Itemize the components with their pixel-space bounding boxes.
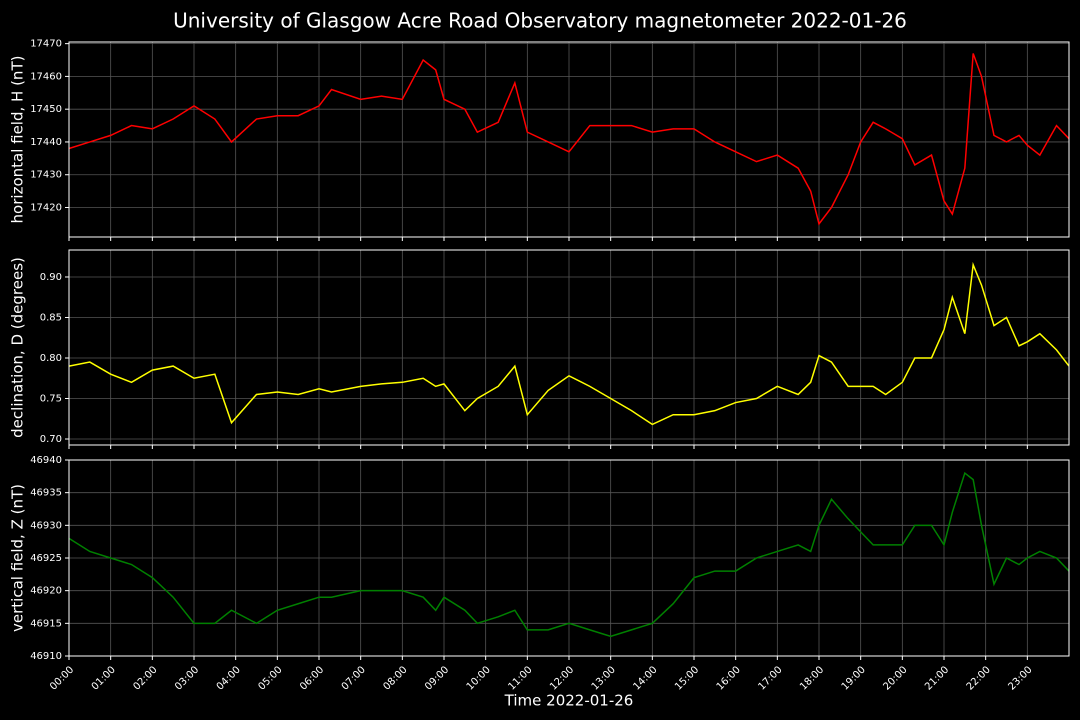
y-tick-label: 46935 bbox=[30, 488, 62, 499]
y-axis-label: horizontal field, H (nT) bbox=[9, 56, 27, 224]
y-tick-label: 46930 bbox=[30, 520, 62, 531]
y-tick-label: 0.85 bbox=[40, 312, 62, 323]
chart-title: University of Glasgow Acre Road Observat… bbox=[173, 9, 907, 33]
y-tick-label: 46920 bbox=[30, 586, 62, 597]
y-tick-label: 46940 bbox=[30, 455, 62, 466]
plot-frame bbox=[68, 459, 1070, 657]
y-tick-label: 17450 bbox=[30, 104, 62, 115]
y-axis-label: declination, D (degrees) bbox=[9, 257, 27, 438]
y-axis-label: vertical field, Z (nT) bbox=[9, 484, 27, 632]
y-tick-label: 46925 bbox=[30, 553, 62, 564]
data-line bbox=[68, 53, 1070, 226]
data-line bbox=[68, 471, 1070, 638]
plot-frame bbox=[68, 249, 1070, 446]
y-tick-label: 0.70 bbox=[40, 434, 62, 445]
y-tick-label: 17430 bbox=[30, 170, 62, 181]
data-line bbox=[68, 261, 1070, 426]
y-tick-label: 0.75 bbox=[40, 393, 62, 404]
x-axis-label: Time 2022-01-26 bbox=[504, 692, 634, 710]
y-tick-label: 17470 bbox=[30, 39, 62, 50]
y-tick-label: 0.80 bbox=[40, 353, 62, 364]
plot-frame bbox=[68, 41, 1070, 238]
y-tick-label: 0.90 bbox=[40, 272, 62, 283]
y-tick-label: 46915 bbox=[30, 618, 62, 629]
y-tick-label: 46910 bbox=[30, 651, 62, 662]
y-tick-label: 17440 bbox=[30, 137, 62, 148]
y-tick-label: 17420 bbox=[30, 203, 62, 214]
y-tick-label: 17460 bbox=[30, 71, 62, 82]
